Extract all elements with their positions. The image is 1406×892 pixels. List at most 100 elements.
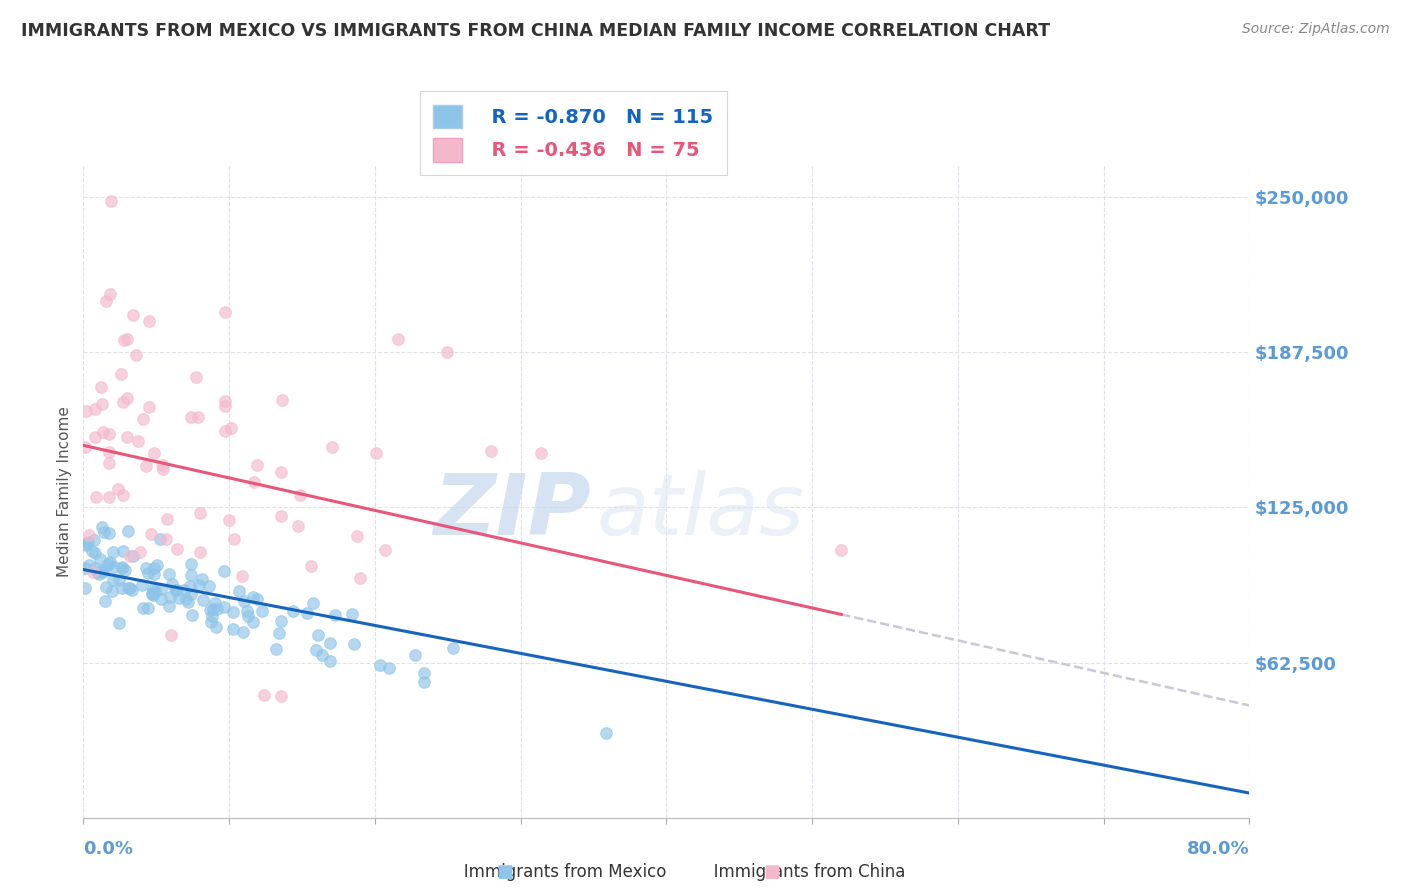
Point <box>152 462 174 476</box>
Point <box>181 608 204 623</box>
Point <box>114 562 136 576</box>
Point <box>101 574 124 588</box>
Point <box>204 595 226 609</box>
Point <box>107 482 129 496</box>
Point <box>214 393 236 408</box>
Point <box>205 620 228 634</box>
Point <box>117 582 139 596</box>
Point <box>214 305 236 319</box>
Point <box>75 537 97 551</box>
Point <box>167 591 190 606</box>
Point <box>128 545 150 559</box>
Point <box>93 525 115 540</box>
Point <box>246 592 269 607</box>
Point <box>115 430 138 444</box>
Point <box>115 332 138 346</box>
Point <box>141 586 163 600</box>
Point <box>111 395 134 409</box>
Point <box>103 560 125 574</box>
Point <box>479 443 502 458</box>
Point <box>159 590 181 604</box>
Point <box>378 661 401 675</box>
Point <box>91 425 114 439</box>
Point <box>87 566 110 581</box>
Point <box>148 533 170 547</box>
Point <box>135 561 157 575</box>
Point <box>441 640 464 655</box>
Point <box>228 584 250 599</box>
Point <box>305 643 328 657</box>
Point <box>86 565 108 579</box>
Point <box>94 580 117 594</box>
Point <box>343 637 366 651</box>
Text: Immigrants from Mexico         Immigrants from China: Immigrants from Mexico Immigrants from C… <box>427 863 905 881</box>
Point <box>75 403 97 417</box>
Point <box>117 524 139 538</box>
Point <box>75 537 97 551</box>
Point <box>121 549 143 563</box>
Point <box>374 542 396 557</box>
Point <box>125 348 148 362</box>
Point <box>89 551 111 566</box>
Point <box>404 648 426 662</box>
Point <box>77 558 100 573</box>
Point <box>830 543 852 558</box>
Point <box>82 566 104 580</box>
Point <box>180 587 202 601</box>
Point <box>97 456 120 470</box>
Point <box>219 420 242 434</box>
Point <box>121 582 143 597</box>
Y-axis label: Median Family Income: Median Family Income <box>58 407 72 577</box>
Point <box>73 440 96 454</box>
Text: ■: ■ <box>763 863 780 881</box>
Point <box>346 529 368 543</box>
Point <box>174 592 197 607</box>
Point <box>187 410 209 425</box>
Point <box>287 519 309 533</box>
Point <box>321 440 343 454</box>
Point <box>232 594 254 608</box>
Point <box>86 490 108 504</box>
Point <box>101 584 124 599</box>
Point <box>76 535 98 549</box>
Point <box>118 581 141 595</box>
Point <box>179 579 201 593</box>
Point <box>436 345 458 359</box>
Point <box>218 513 240 527</box>
Point <box>200 615 222 629</box>
Point <box>198 579 221 593</box>
Point <box>214 399 236 413</box>
Point <box>83 546 105 560</box>
Point <box>270 508 292 523</box>
Point <box>188 545 211 559</box>
Point <box>110 367 132 381</box>
Point <box>387 332 409 346</box>
Point <box>184 370 207 384</box>
Point <box>112 488 135 502</box>
Point <box>191 593 214 607</box>
Point <box>232 624 254 639</box>
Point <box>110 581 132 595</box>
Point <box>97 558 120 572</box>
Point <box>108 574 131 588</box>
Point <box>270 393 292 408</box>
Point <box>108 615 131 630</box>
Text: ■: ■ <box>496 863 513 881</box>
Point <box>368 658 391 673</box>
Point <box>222 623 245 637</box>
Point <box>98 445 121 459</box>
Text: ZIP: ZIP <box>433 470 591 553</box>
Point <box>270 689 292 703</box>
Text: 0.0%: 0.0% <box>83 840 134 858</box>
Point <box>187 577 209 591</box>
Text: atlas: atlas <box>596 470 804 553</box>
Text: Source: ZipAtlas.com: Source: ZipAtlas.com <box>1241 22 1389 37</box>
Point <box>150 458 173 472</box>
Point <box>96 558 118 572</box>
Point <box>214 424 236 438</box>
Point <box>236 604 259 618</box>
Point <box>139 526 162 541</box>
Point <box>202 602 225 616</box>
Point <box>319 654 342 668</box>
Point <box>98 526 121 541</box>
